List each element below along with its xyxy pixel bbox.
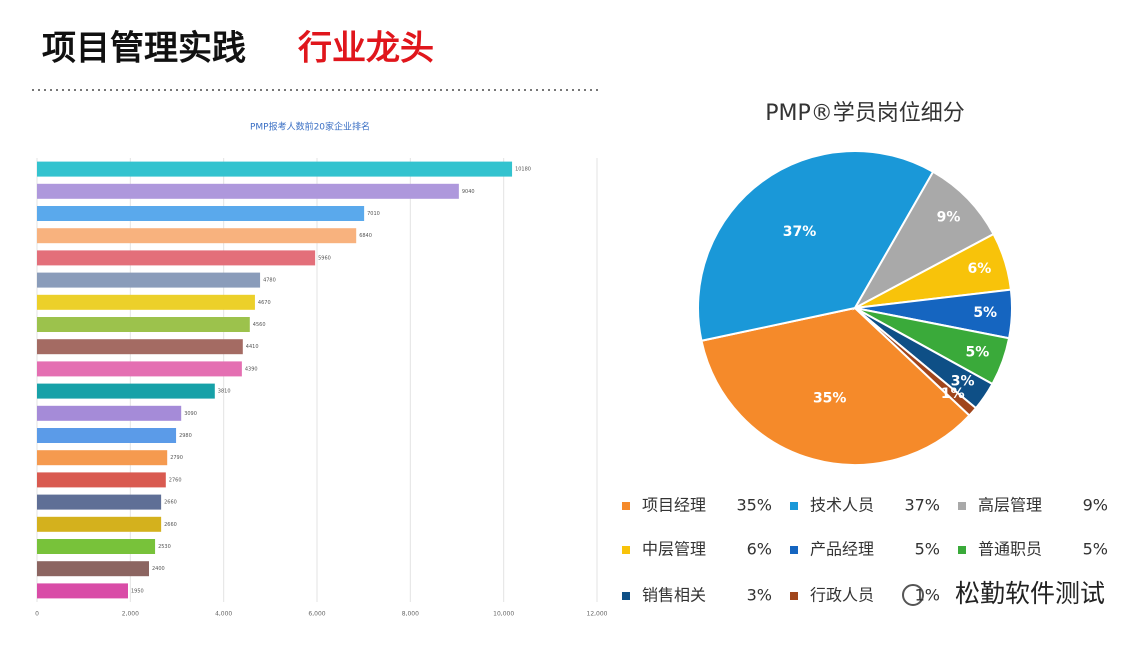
value-label: 9040 bbox=[462, 189, 475, 195]
slice-label: 37% bbox=[783, 224, 817, 240]
legend-value: 35% bbox=[736, 496, 772, 515]
legend-value: 1% bbox=[915, 586, 940, 605]
value-label: 3810 bbox=[218, 389, 231, 395]
legend-label: 技术人员 bbox=[810, 496, 874, 515]
watermark: 松勤软件测试 bbox=[955, 579, 1105, 608]
value-label: 4780 bbox=[263, 278, 276, 284]
chart-title: PMP®学员岗位细分 bbox=[765, 101, 965, 126]
pie-slice bbox=[852, 170, 995, 311]
legend-value: 5% bbox=[1083, 540, 1108, 559]
value-label: 5960 bbox=[318, 255, 331, 261]
legend-label: 普通职员 bbox=[978, 540, 1042, 559]
value-label: 4560 bbox=[253, 322, 266, 328]
legend-swatch bbox=[790, 592, 798, 600]
bar bbox=[37, 250, 316, 266]
bar bbox=[37, 516, 162, 532]
value-label: 6840 bbox=[359, 233, 372, 239]
legend-value: 3% bbox=[747, 586, 772, 605]
bar bbox=[37, 494, 162, 510]
value-label: 2660 bbox=[164, 500, 177, 506]
value-label: 2530 bbox=[158, 544, 171, 550]
legend-label: 销售相关 bbox=[642, 586, 706, 605]
pie-slice bbox=[700, 306, 971, 466]
x-tick-label: 2,000 bbox=[122, 611, 139, 618]
bar bbox=[37, 361, 242, 377]
bar bbox=[37, 317, 250, 332]
bar bbox=[37, 161, 513, 177]
bar bbox=[37, 294, 255, 310]
legend-label: 高层管理 bbox=[978, 496, 1042, 515]
bar bbox=[37, 472, 166, 488]
value-label: 10180 bbox=[515, 167, 531, 173]
header-highlight: 行业龙头 bbox=[298, 29, 434, 69]
bar bbox=[37, 339, 243, 355]
value-label: 2980 bbox=[179, 433, 192, 439]
legend-swatch bbox=[622, 546, 630, 554]
bar bbox=[37, 428, 177, 443]
x-tick-label: 8,000 bbox=[402, 611, 419, 618]
bar bbox=[37, 583, 128, 599]
bar bbox=[37, 206, 365, 221]
value-label: 2760 bbox=[169, 477, 182, 483]
value-label: 3090 bbox=[184, 411, 197, 417]
legend-label: 产品经理 bbox=[810, 540, 874, 559]
pie-slice bbox=[854, 307, 978, 417]
legend-swatch bbox=[958, 502, 966, 510]
slice-label: 3% bbox=[951, 373, 975, 389]
legend-label: 中层管理 bbox=[642, 540, 706, 559]
legend-swatch bbox=[790, 546, 798, 554]
legend-swatch bbox=[622, 592, 630, 600]
slice-label: 5% bbox=[973, 305, 997, 321]
x-tick-label: 12,000 bbox=[587, 611, 608, 618]
value-label: 1950 bbox=[131, 588, 144, 594]
value-label: 7010 bbox=[367, 211, 380, 217]
legend-swatch bbox=[790, 502, 798, 510]
value-label: 2400 bbox=[152, 566, 165, 572]
watermark-icon bbox=[902, 584, 924, 606]
bar bbox=[37, 561, 149, 577]
x-tick-label: 0 bbox=[35, 611, 39, 618]
bar bbox=[37, 539, 156, 554]
value-label: 4390 bbox=[245, 366, 258, 372]
legend-value: 9% bbox=[1083, 496, 1108, 515]
pie-slice bbox=[697, 150, 935, 342]
slice-label: 1% bbox=[941, 386, 965, 402]
value-label: 2790 bbox=[170, 455, 183, 461]
bar bbox=[37, 183, 459, 199]
slice-label: 35% bbox=[813, 391, 847, 407]
slice-label: 6% bbox=[967, 261, 991, 277]
bar bbox=[37, 272, 261, 288]
legend-label: 项目经理 bbox=[642, 496, 706, 515]
legend-value: 37% bbox=[904, 496, 940, 515]
x-tick-label: 6,000 bbox=[308, 611, 325, 618]
bar bbox=[37, 450, 168, 466]
slice-label: 9% bbox=[937, 209, 961, 225]
x-tick-label: 4,000 bbox=[215, 611, 232, 618]
slice-label: 5% bbox=[966, 345, 990, 361]
x-tick-label: 10,000 bbox=[493, 611, 514, 618]
chart-title: PMP报考人数前20家企业排名 bbox=[250, 121, 370, 133]
legend-value: 6% bbox=[747, 540, 772, 559]
bar bbox=[37, 405, 182, 421]
legend-value: 5% bbox=[915, 540, 940, 559]
value-label: 2660 bbox=[164, 522, 177, 528]
value-label: 4410 bbox=[246, 344, 259, 350]
value-label: 4670 bbox=[258, 300, 271, 306]
legend-swatch bbox=[958, 546, 966, 554]
header-title: 项目管理实践 bbox=[42, 29, 246, 69]
legend-swatch bbox=[622, 502, 630, 510]
legend-label: 行政人员 bbox=[810, 586, 874, 605]
bar bbox=[37, 228, 357, 244]
bar bbox=[37, 383, 215, 399]
